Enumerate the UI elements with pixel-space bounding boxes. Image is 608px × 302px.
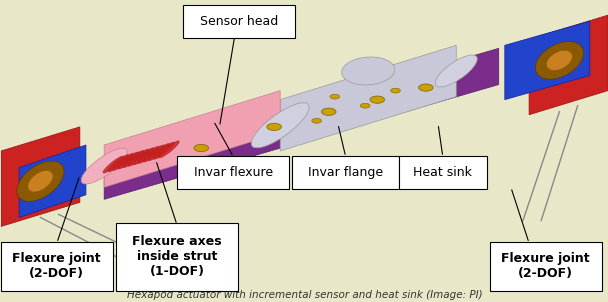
FancyBboxPatch shape [1, 242, 113, 291]
FancyBboxPatch shape [116, 223, 238, 291]
Ellipse shape [108, 155, 129, 172]
Ellipse shape [81, 148, 127, 184]
Polygon shape [529, 15, 608, 115]
Ellipse shape [153, 142, 174, 159]
Circle shape [370, 96, 385, 103]
Text: Sensor head: Sensor head [200, 14, 278, 28]
Ellipse shape [148, 143, 169, 161]
Ellipse shape [133, 148, 154, 165]
Text: Invar flexure: Invar flexure [194, 165, 273, 179]
FancyBboxPatch shape [292, 156, 399, 189]
Ellipse shape [143, 145, 164, 162]
Ellipse shape [435, 55, 477, 87]
Circle shape [312, 118, 322, 123]
Ellipse shape [159, 141, 179, 158]
Polygon shape [104, 91, 280, 187]
Ellipse shape [17, 161, 64, 201]
Text: Heat sink: Heat sink [413, 165, 472, 179]
FancyBboxPatch shape [183, 5, 295, 38]
Ellipse shape [128, 149, 149, 166]
Text: Hexapod actuator with incremental sensor and heat sink (Image: PI): Hexapod actuator with incremental sensor… [126, 291, 482, 300]
Circle shape [267, 123, 282, 130]
Text: Flexure joint
(2-DOF): Flexure joint (2-DOF) [501, 252, 590, 280]
FancyBboxPatch shape [177, 156, 289, 189]
Circle shape [418, 84, 433, 91]
FancyBboxPatch shape [489, 242, 602, 291]
Text: Invar flange: Invar flange [308, 165, 383, 179]
Text: Flexure joint
(2-DOF): Flexure joint (2-DOF) [13, 252, 101, 280]
Text: Flexure axes
inside strut
(1-DOF): Flexure axes inside strut (1-DOF) [132, 235, 222, 278]
Ellipse shape [113, 153, 134, 170]
Polygon shape [19, 145, 86, 217]
Polygon shape [280, 45, 456, 151]
Ellipse shape [123, 150, 144, 168]
Circle shape [391, 88, 401, 93]
Ellipse shape [547, 50, 573, 71]
Circle shape [330, 94, 340, 99]
Ellipse shape [28, 170, 53, 192]
Polygon shape [1, 127, 80, 226]
Ellipse shape [103, 156, 123, 173]
Polygon shape [505, 21, 590, 100]
Polygon shape [104, 48, 499, 199]
Circle shape [322, 108, 336, 115]
FancyBboxPatch shape [399, 156, 486, 189]
Circle shape [361, 103, 370, 108]
Ellipse shape [138, 146, 159, 163]
Ellipse shape [535, 42, 584, 79]
Ellipse shape [251, 103, 309, 148]
Ellipse shape [342, 57, 395, 85]
Circle shape [194, 144, 209, 152]
Ellipse shape [118, 152, 139, 169]
